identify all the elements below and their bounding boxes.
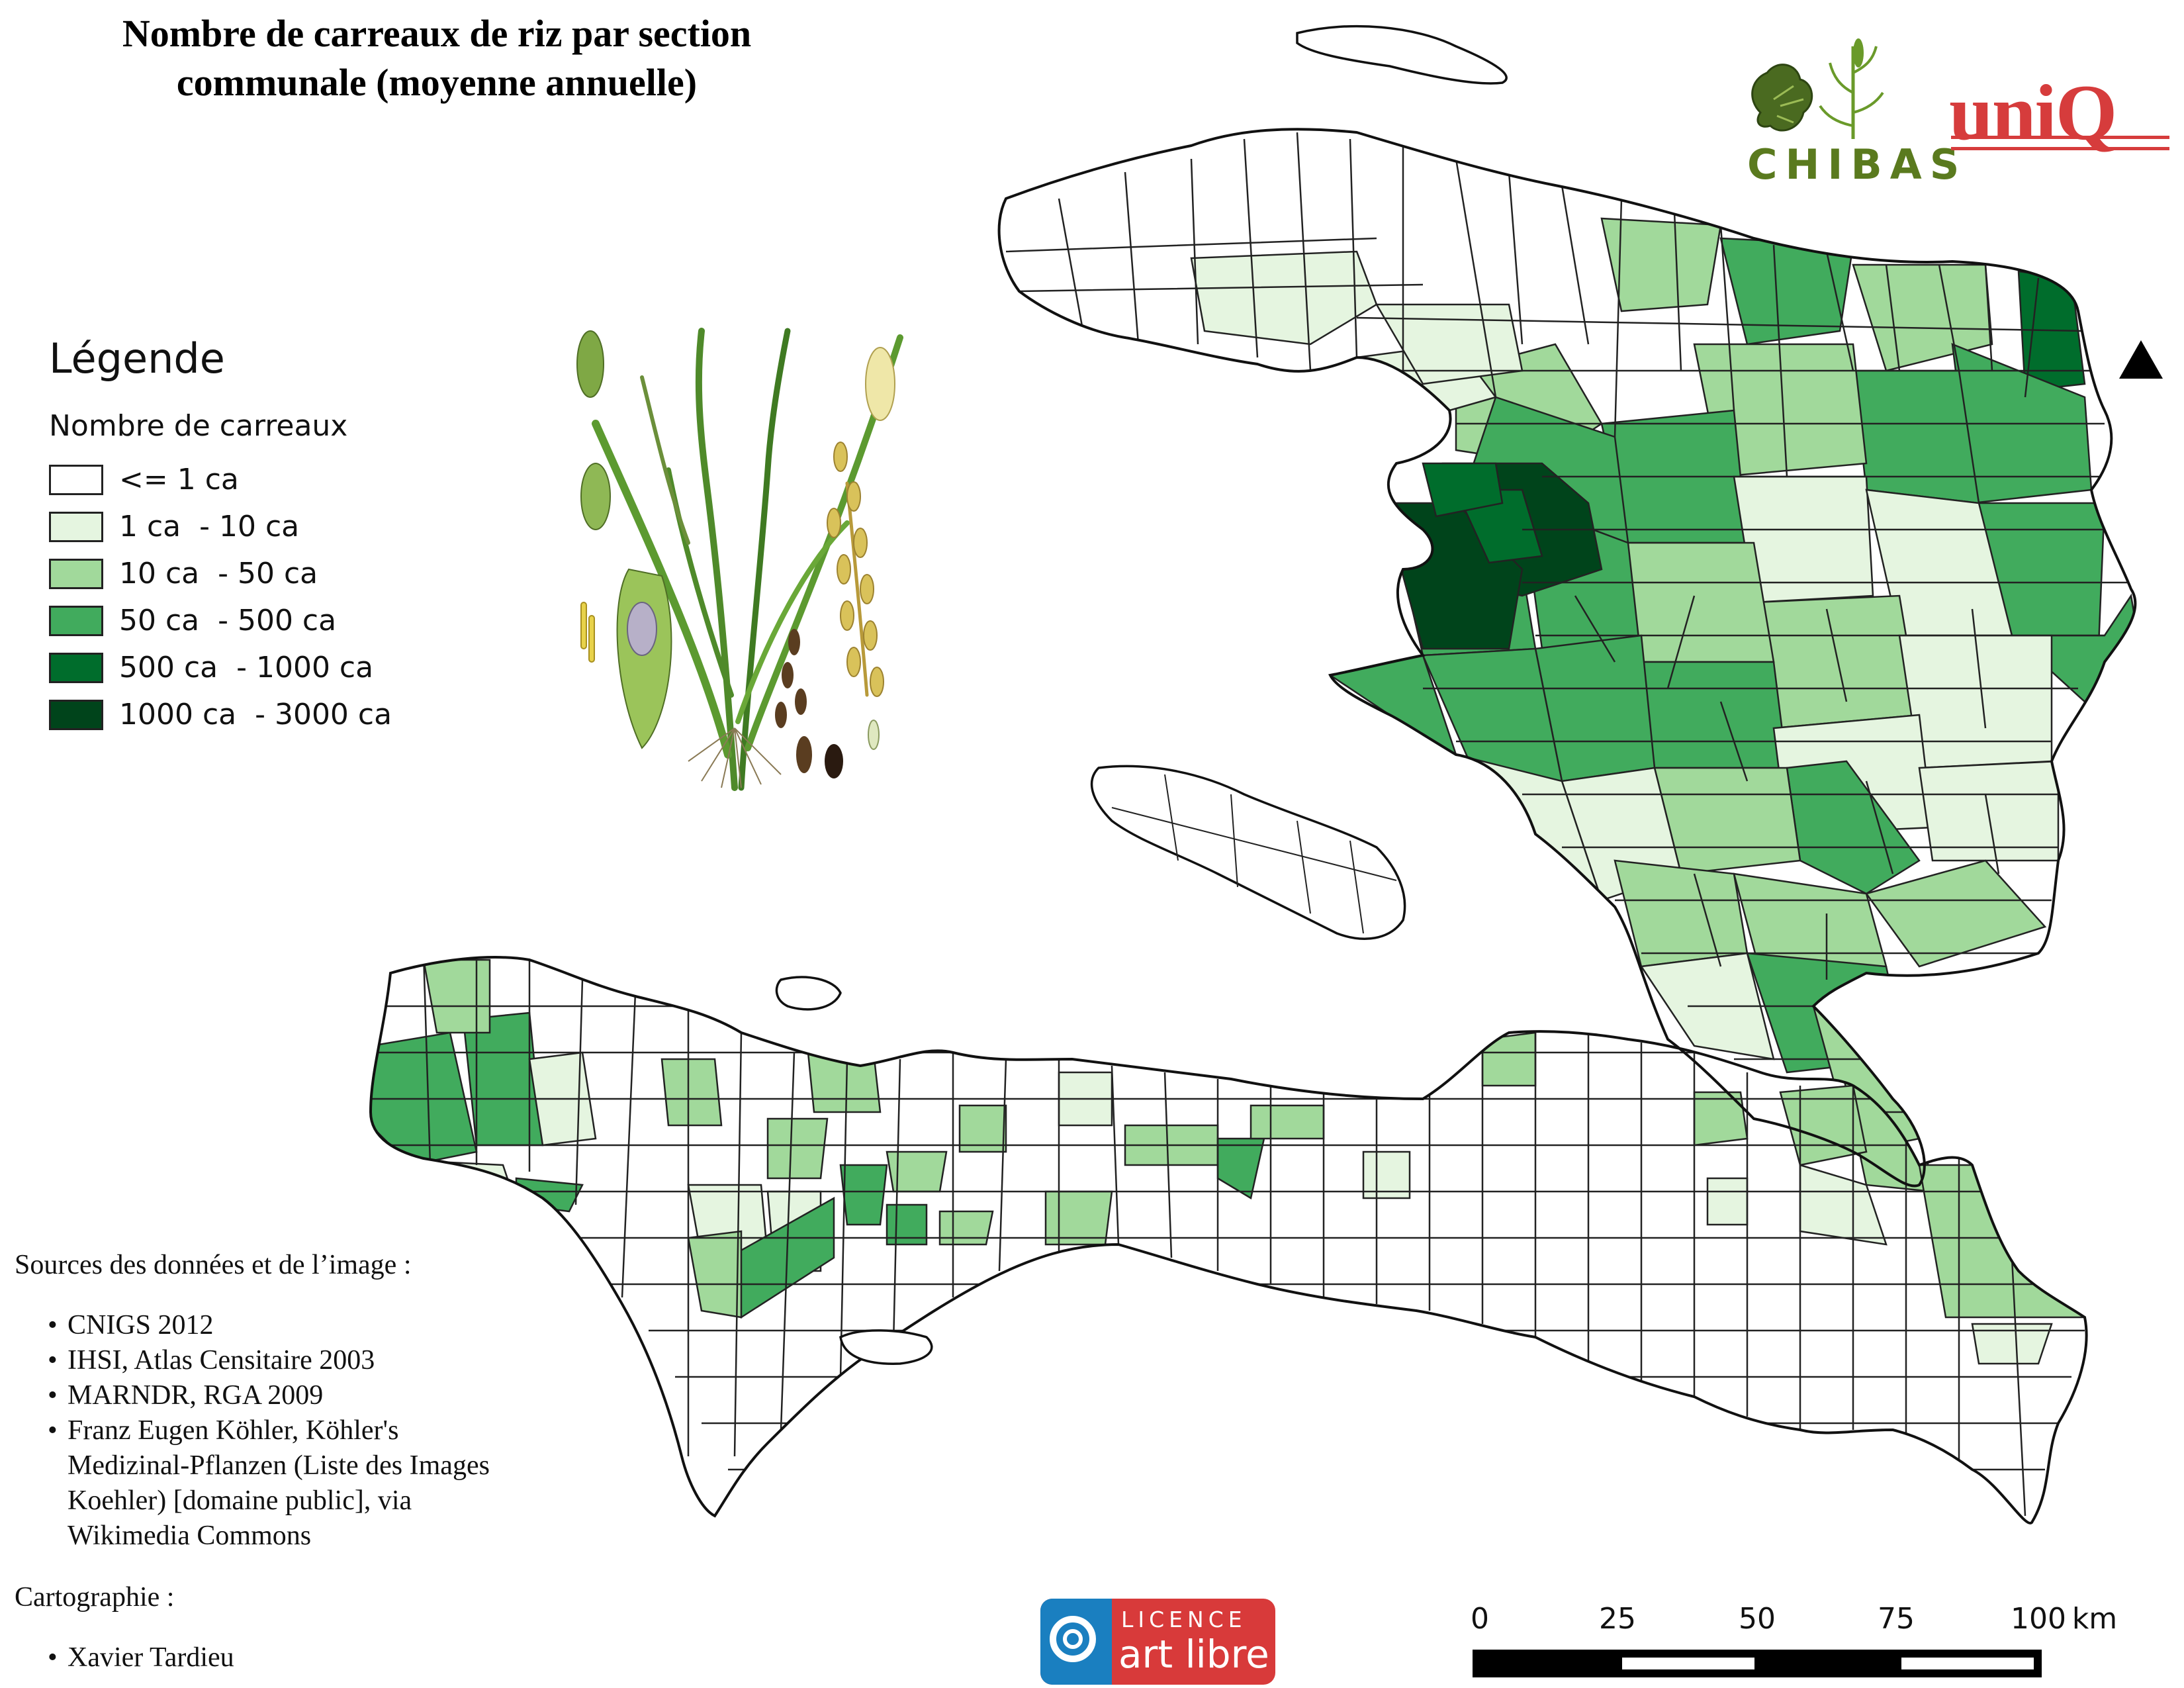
licence-emblem <box>1040 1599 1112 1685</box>
ile-de-la-tortue <box>1296 24 1508 85</box>
legend-label: 500 ca - 1000 ca <box>119 651 374 684</box>
map-title-line-2: communale (moyenne annuelle) <box>176 61 698 104</box>
legend-title: Légende <box>49 334 225 383</box>
chibas-wordmark: CHIBAS <box>1747 140 1968 189</box>
legend-swatch <box>49 558 103 589</box>
scale-bar-segment <box>1901 1658 2034 1669</box>
legend: Légende Nombre de carreaux <= 1 ca 1 ca … <box>49 334 392 738</box>
legend-item: <= 1 ca <box>49 456 392 503</box>
scale-tick-label: 75 <box>1878 1602 1915 1636</box>
legend-item: 10 ca - 50 ca <box>49 550 392 597</box>
scale-bar: 0 25 50 75 100 km <box>1471 1602 2148 1688</box>
scale-tick-label: 50 <box>1739 1602 1776 1636</box>
map-title-line-1: Nombre de carreaux de riz par section <box>122 12 752 55</box>
legend-label: 1000 ca - 3000 ca <box>119 698 392 731</box>
licence-art-libre-logo: LICENCE art libre <box>1040 1599 1275 1685</box>
unio-underline <box>1951 136 2169 139</box>
licence-ring-icon <box>1050 1616 1096 1662</box>
source-line: Koehler) [domaine public], via <box>68 1485 412 1516</box>
cayemites <box>775 976 842 1011</box>
sources-heading: Sources des données et de l’image : <box>15 1250 412 1280</box>
north-coastline <box>997 128 2137 1188</box>
legend-swatch <box>49 464 103 495</box>
legend-subtitle: Nombre de carreaux <box>49 409 348 443</box>
sources-block: Sources des données et de l’image : CNIG… <box>15 1248 490 1675</box>
cartography-block: Cartographie : Xavier Tardieu <box>15 1580 490 1675</box>
unio-logo: uniQ <box>1949 68 2117 156</box>
scale-tick-label: 25 <box>1599 1602 1636 1636</box>
source-line: Medizinal-Pflanzen (Liste des Images <box>68 1450 490 1481</box>
legend-swatch <box>49 699 103 730</box>
legend-item: 50 ca - 500 ca <box>49 597 392 644</box>
source-item: MARNDR, RGA 2009 <box>48 1378 490 1413</box>
ile-a-vache <box>839 1329 933 1365</box>
unio-underline <box>1951 147 2169 150</box>
licence-inner-ring-icon <box>1063 1629 1083 1649</box>
sources-list: CNIGS 2012 IHSI, Atlas Censitaire 2003 M… <box>15 1308 490 1448</box>
source-item: Franz Eugen Köhler, Köhler's <box>48 1413 490 1448</box>
legend-swatch <box>49 652 103 683</box>
cartography-author: Xavier Tardieu <box>48 1640 490 1675</box>
south-coastline <box>369 956 2088 1524</box>
north-departments <box>999 129 2136 1186</box>
source-item: IHSI, Atlas Censitaire 2003 <box>48 1343 490 1378</box>
legend-item: 1000 ca - 3000 ca <box>49 691 392 738</box>
legend-swatch <box>49 511 103 542</box>
scale-unit: km <box>2071 1602 2118 1636</box>
scale-tick-label: 100 <box>2011 1602 2066 1636</box>
scale-bar-segment <box>1622 1658 1754 1669</box>
source-line: Wikimedia Commons <box>68 1521 312 1551</box>
scale-tick-label: 0 <box>1471 1602 1489 1636</box>
source-item-continuation: Medizinal-Pflanzen (Liste des Images Koe… <box>15 1448 490 1554</box>
licence-label: LICENCE <box>1121 1607 1247 1632</box>
legend-label: <= 1 ca <box>119 463 239 496</box>
ile-de-la-gonave <box>1090 765 1406 940</box>
cartography-heading: Cartographie : <box>15 1582 175 1613</box>
legend-label: 1 ca - 10 ca <box>119 510 300 543</box>
north-arrow-icon <box>2119 340 2163 379</box>
rice-plant-illustration <box>576 328 903 791</box>
legend-item: 500 ca - 1000 ca <box>49 644 392 691</box>
legend-label: 10 ca - 50 ca <box>119 557 318 590</box>
chibas-logo <box>1751 38 1884 139</box>
source-item: CNIGS 2012 <box>48 1308 490 1343</box>
legend-item: 1 ca - 10 ca <box>49 503 392 550</box>
licence-name: art libre <box>1118 1632 1269 1677</box>
cartography-list: Xavier Tardieu <box>15 1640 490 1675</box>
gonave-sections <box>1111 774 1397 934</box>
legend-label: 50 ca - 500 ca <box>119 604 337 637</box>
map-title: Nombre de carreaux de riz par section co… <box>40 9 834 107</box>
legend-swatch <box>49 605 103 636</box>
